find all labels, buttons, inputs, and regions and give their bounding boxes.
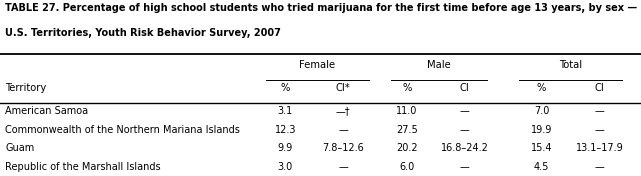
- Text: —: —: [338, 125, 348, 135]
- Text: 9.9: 9.9: [278, 143, 293, 153]
- Text: 27.5: 27.5: [396, 125, 418, 135]
- Text: %: %: [281, 83, 290, 93]
- Text: 11.0: 11.0: [396, 106, 418, 117]
- Text: —: —: [594, 162, 604, 172]
- Text: 3.1: 3.1: [278, 106, 293, 117]
- Text: CI: CI: [594, 83, 604, 93]
- Text: 7.8–12.6: 7.8–12.6: [322, 143, 364, 153]
- Text: —†: —†: [336, 106, 350, 117]
- Text: Male: Male: [427, 60, 451, 70]
- Text: CI: CI: [460, 83, 470, 93]
- Text: Female: Female: [299, 60, 335, 70]
- Text: 4.5: 4.5: [534, 162, 549, 172]
- Text: —: —: [338, 162, 348, 172]
- Text: —: —: [460, 125, 470, 135]
- Text: —: —: [460, 162, 470, 172]
- Text: 13.1–17.9: 13.1–17.9: [576, 143, 623, 153]
- Text: %: %: [537, 83, 546, 93]
- Text: —: —: [594, 125, 604, 135]
- Text: 16.8–24.2: 16.8–24.2: [441, 143, 488, 153]
- Text: 6.0: 6.0: [399, 162, 415, 172]
- Text: CI*: CI*: [335, 83, 351, 93]
- Text: 3.0: 3.0: [278, 162, 293, 172]
- Text: American Samoa: American Samoa: [5, 106, 88, 117]
- Text: TABLE 27. Percentage of high school students who tried marijuana for the first t: TABLE 27. Percentage of high school stud…: [5, 3, 641, 13]
- Text: —: —: [594, 106, 604, 117]
- Text: Republic of the Marshall Islands: Republic of the Marshall Islands: [5, 162, 161, 172]
- Text: 19.9: 19.9: [531, 125, 553, 135]
- Text: %: %: [403, 83, 412, 93]
- Text: 7.0: 7.0: [534, 106, 549, 117]
- Text: —: —: [460, 106, 470, 117]
- Text: Total: Total: [559, 60, 582, 70]
- Text: Territory: Territory: [5, 83, 46, 93]
- Text: Commonwealth of the Northern Mariana Islands: Commonwealth of the Northern Mariana Isl…: [5, 125, 240, 135]
- Text: 15.4: 15.4: [531, 143, 553, 153]
- Text: Guam: Guam: [5, 143, 35, 153]
- Text: U.S. Territories, Youth Risk Behavior Survey, 2007: U.S. Territories, Youth Risk Behavior Su…: [5, 28, 281, 38]
- Text: 20.2: 20.2: [396, 143, 418, 153]
- Text: 12.3: 12.3: [274, 125, 296, 135]
